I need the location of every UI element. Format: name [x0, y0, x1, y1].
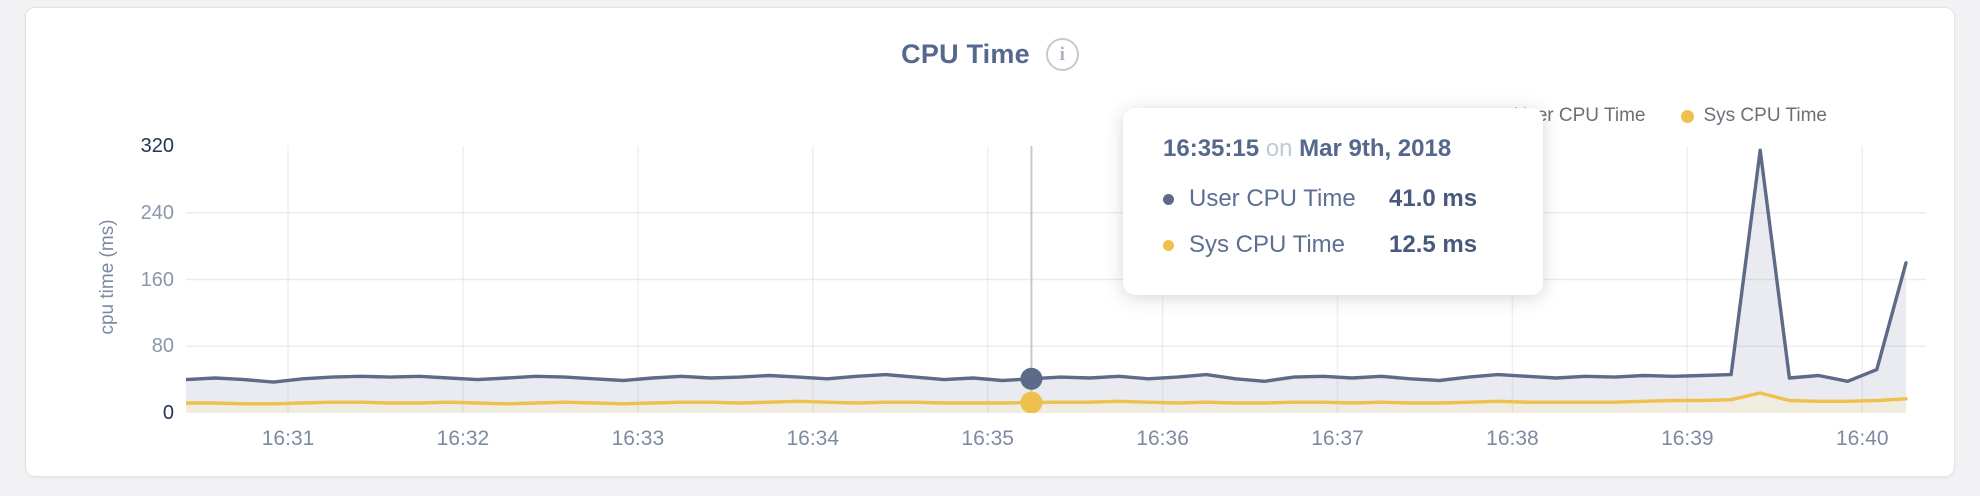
x-tick-label: 16:36 — [1136, 427, 1189, 450]
info-icon[interactable]: i — [1045, 38, 1079, 71]
legend: User CPU Time Sys CPU Time — [1491, 105, 1827, 127]
y-tick-label: 80 — [151, 335, 174, 358]
series-line-user — [186, 148, 1908, 384]
x-tick-label: 16:32 — [436, 427, 490, 450]
y-tick-label: 160 — [140, 268, 174, 291]
tooltip-header: 16:35:15 on Mar 9th, 2018 — [1163, 135, 1543, 163]
legend-label-sys: Sys CPU Time — [1703, 105, 1827, 126]
x-tick-label: 16:40 — [1835, 427, 1889, 450]
x-tick-label: 16:37 — [1311, 427, 1364, 450]
x-tick-label: 16:31 — [261, 427, 315, 450]
plot-area[interactable] — [186, 146, 1926, 413]
tooltip-value-sys: 12.5 ms — [1389, 231, 1478, 258]
x-tick-label: 16:33 — [611, 427, 665, 450]
tooltip-label-user: User CPU Time — [1189, 185, 1356, 212]
info-icon-glyph: i — [1059, 43, 1065, 65]
tooltip-time: 16:35:15 — [1163, 135, 1260, 162]
x-tick-label: 16:35 — [961, 427, 1014, 450]
x-tick-label: 16:39 — [1661, 427, 1714, 450]
y-tick-label: 320 — [140, 135, 174, 157]
tooltip-label-sys: Sys CPU Time — [1189, 231, 1346, 258]
x-tick-label: 16:38 — [1486, 427, 1539, 450]
tooltip-dot-user-icon — [1163, 193, 1174, 205]
tooltip-date: Mar 9th, 2018 — [1299, 135, 1452, 162]
legend-dot-sys-icon — [1681, 109, 1695, 123]
chart-header: CPU Time i — [26, 38, 1954, 71]
hover-marker-sys — [1020, 391, 1043, 413]
area-fill-user — [186, 150, 1906, 413]
hover-marker-user — [1020, 367, 1043, 390]
tooltip-dot-sys-icon — [1163, 239, 1174, 251]
x-tick-label: 16:34 — [786, 427, 840, 450]
tooltip-connector: on — [1265, 135, 1293, 162]
chart-card: CPU Time i User CPU Time Sys CPU Time cp… — [25, 7, 1955, 477]
legend-label-user: User CPU Time — [1513, 105, 1646, 126]
y-tick-label: 240 — [140, 201, 174, 224]
legend-item-sys-cpu-time[interactable]: Sys CPU Time — [1681, 105, 1827, 127]
chart-title: CPU Time — [901, 39, 1030, 69]
tooltip-row-user: User CPU Time 41.0 ms — [1163, 176, 1543, 222]
chart-tooltip: 16:35:15 on Mar 9th, 2018 User CPU Time … — [1123, 108, 1543, 295]
tooltip-row-sys: Sys CPU Time 12.5 ms — [1163, 222, 1543, 268]
tooltip-value-user: 41.0 ms — [1389, 185, 1478, 212]
series-line-sys — [186, 391, 1908, 406]
y-tick-label: 0 — [162, 402, 174, 424]
